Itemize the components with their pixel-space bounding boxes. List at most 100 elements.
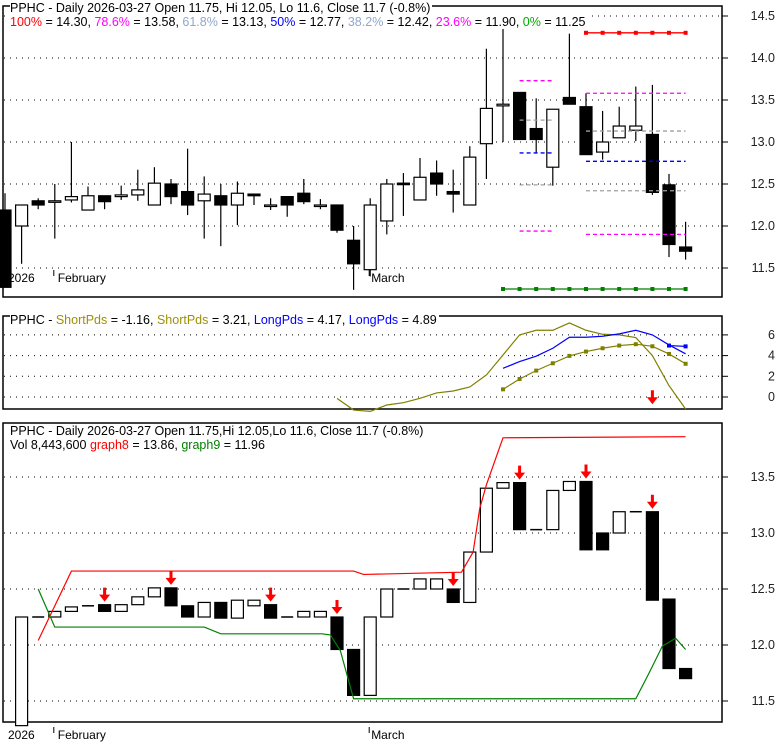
main-title-text: PPHC - Daily 2026-03-27 Open 11.75, Hi 1… [10,1,431,15]
candle [197,176,211,239]
body-bar [363,616,377,697]
legend-label: graph8 [89,438,129,452]
candle-body [247,193,261,197]
candle [330,204,344,233]
fib-marker [617,287,622,291]
candle [264,198,278,211]
candle [678,221,693,260]
body-bar [264,604,278,619]
indicator-line [336,322,687,412]
fib-marker [501,287,505,291]
candle [612,106,626,139]
body-bar [645,511,660,601]
candle-body [430,172,444,185]
indicator-marker [501,387,505,392]
legend-label: 100% [10,15,42,29]
body-bar [313,610,327,618]
sell-arrow-icon [331,600,343,614]
candle [413,157,427,201]
indicator-prefix: PPHC - [10,313,56,327]
candle [380,178,394,235]
y-tick-label: 12.5 [751,582,775,596]
body-bar [297,610,311,618]
legend-label: ShortPds [55,313,108,327]
y-tick-label: 13.5 [751,93,775,107]
body-bar [230,599,244,619]
body-bar [479,487,493,553]
candle-body [97,195,112,203]
candle [81,186,95,211]
legend-value: = 11.96 [220,438,265,452]
indicator-marker [534,368,539,373]
body-bar [463,551,477,604]
candle-body [347,239,361,265]
fib-marker [550,287,555,291]
legend-value: = 4.89 [398,313,437,327]
indicator-line [502,329,686,369]
fib-legend: 100% = 14.30, 78.6% = 13.58, 61.8% = 13.… [10,15,588,29]
sell-arrow-icon [447,572,459,586]
indicator-marker [600,346,605,351]
indicator-line [502,343,686,390]
legend-value: = 11.90, [471,15,523,29]
candle-body [214,195,228,206]
fib-marker [600,30,605,35]
candle-body [48,200,62,203]
candle-body [678,246,693,252]
candle-body [479,107,493,145]
candle [595,110,610,160]
y-tick-label: 11.5 [752,694,775,708]
overlay-line [37,588,687,700]
fib-marker [567,287,572,291]
candle [430,160,444,196]
body-bar [612,511,626,534]
legend-label: 61.8% [182,15,218,29]
candle-body [264,204,278,208]
candle-body [64,196,79,201]
fib-marker [584,30,588,35]
candle-body [131,189,145,196]
y-tick-label: 13.0 [751,135,775,149]
indicator-marker [567,353,572,358]
fib-marker [584,287,588,291]
body-bar [347,648,361,696]
fib-marker [534,287,539,291]
candle-body [413,176,427,201]
indicator-marker [617,343,622,348]
y-tick-label: 2 [768,369,775,383]
fib-marker [517,287,522,291]
candle-body [629,125,643,131]
indicator-marker [584,349,588,354]
indicator-marker [517,376,522,381]
candle [131,169,145,201]
sell-arrow-icon [99,587,111,602]
x-tick-label: February [58,271,106,285]
candle [97,195,112,210]
body-bar [97,604,112,612]
body-bar [579,480,593,551]
fib-marker [617,30,622,35]
fib-marker [633,287,638,291]
body-bar [15,616,29,727]
candle [446,169,460,213]
body-bar [512,482,527,531]
fib-marker [683,287,688,291]
body-bar [147,587,161,598]
legend-value: = 3.21, [208,313,254,327]
candle-body [297,192,311,203]
indicator-marker [633,342,638,347]
body-bar [214,601,228,619]
bottom-title-text: PPHC - Daily 2026-03-27 Open 11.75,Hi 12… [10,424,424,438]
candle-body [15,204,29,227]
candle [496,24,510,142]
body-bar [662,598,676,670]
fib-marker [650,287,655,291]
main-panel-title: PPHC - Daily 2026-03-27 Open 11.75, Hi 1… [10,1,433,15]
legend-label: 23.6% [435,15,472,29]
body-bar [247,599,261,607]
x-tick-label: 2026 [8,271,35,285]
legend-label: 50% [270,15,296,29]
indicator-marker [683,344,688,349]
legend-value: = 11.25 [540,15,586,29]
sell-arrow-icon [646,494,658,509]
